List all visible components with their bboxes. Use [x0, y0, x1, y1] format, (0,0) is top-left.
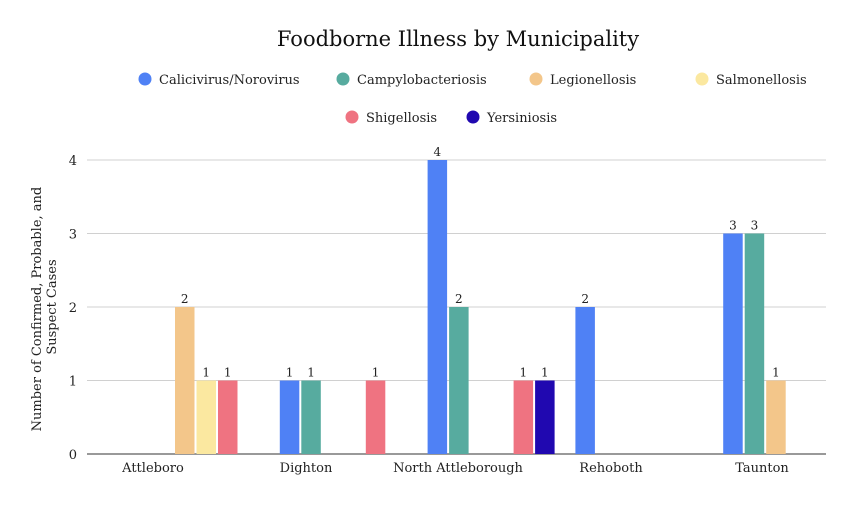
data-label-dighton-calicivirus-norovirus: 1	[286, 366, 294, 380]
bar-dighton-calicivirus-norovirus	[279, 380, 300, 454]
bars	[175, 160, 786, 454]
data-label-attleboro-legionellosis: 2	[181, 292, 189, 306]
bar-north-attleborough-campylobacteriosis	[449, 307, 469, 454]
y-axis-title: Number of Confirmed, Probable, and Suspe…	[30, 183, 60, 432]
legend-label-legionellosis: Legionellosis	[550, 73, 636, 88]
bar-attleboro-salmonellosis	[196, 380, 216, 454]
legend-marker-salmonellosis	[695, 72, 709, 86]
y-axis-title-line-1: Number of Confirmed, Probable, and	[30, 187, 45, 432]
x-tick-label-dighton: Dighton	[280, 461, 333, 476]
data-label-dighton-campylobacteriosis: 1	[307, 366, 315, 380]
legend-label-campylobacteriosis: Campylobacteriosis	[357, 73, 487, 88]
legend-label-calicivirus-norovirus: Calicivirus/Norovirus	[159, 73, 300, 88]
bar-north-attleborough-calicivirus-norovirus	[427, 160, 448, 454]
x-tick-label-attleboro: Attleboro	[121, 461, 184, 476]
bar-attleboro-legionellosis	[175, 307, 195, 454]
bar-taunton-legionellosis	[766, 380, 786, 454]
data-label-north-attleborough-shigellosis: 1	[520, 366, 528, 380]
data-label-taunton-calicivirus-norovirus: 3	[729, 219, 737, 233]
bar-attleboro-shigellosis	[218, 380, 238, 454]
x-tick-label-north-attleborough: North Attleborough	[393, 461, 523, 476]
legend-label-shigellosis: Shigellosis	[366, 111, 437, 126]
bar-north-attleborough-shigellosis	[513, 380, 534, 454]
bar-north-attleborough-yersiniosis	[535, 380, 555, 454]
legend-label-yersiniosis: Yersiniosis	[486, 111, 557, 126]
data-label-north-attleborough-campylobacteriosis: 2	[455, 292, 463, 306]
legend-marker-yersiniosis	[466, 110, 480, 124]
bar-dighton-shigellosis	[365, 380, 386, 454]
data-label-attleboro-salmonellosis: 1	[202, 366, 210, 380]
data-label-rehoboth-calicivirus-norovirus: 2	[581, 292, 589, 306]
y-tick-label-3: 3	[69, 228, 77, 243]
legend: Calicivirus/Norovirus Campylobacteriosis L…	[138, 72, 807, 126]
y-tick-label-1: 1	[69, 375, 77, 390]
data-label-taunton-legionellosis: 1	[772, 366, 780, 380]
y-tick-label-2: 2	[69, 301, 77, 316]
legend-label-salmonellosis: Salmonellosis	[716, 73, 807, 88]
x-tick-label-rehoboth: Rehoboth	[579, 461, 643, 476]
data-label-north-attleborough-calicivirus-norovirus: 4	[434, 145, 442, 159]
legend-marker-calicivirus-norovirus	[138, 72, 152, 86]
y-tick-label-0: 0	[69, 448, 77, 463]
legend-marker-legionellosis	[529, 72, 543, 86]
bar-rehoboth-calicivirus-norovirus	[575, 307, 595, 454]
bar-taunton-calicivirus-norovirus	[723, 233, 743, 454]
data-label-dighton-shigellosis: 1	[372, 366, 380, 380]
legend-marker-shigellosis	[345, 110, 359, 124]
legend-marker-campylobacteriosis	[336, 72, 350, 86]
x-tick-label-taunton: Taunton	[735, 461, 789, 476]
y-tick-label-4: 4	[69, 154, 77, 169]
y-axis-ticks: 0 1 2 3 4	[69, 154, 77, 463]
bar-taunton-campylobacteriosis	[744, 233, 765, 454]
y-axis-title-line-2: Suspect Cases	[45, 259, 60, 354]
data-label-taunton-campylobacteriosis: 3	[751, 219, 759, 233]
data-label-attleboro-shigellosis: 1	[224, 366, 232, 380]
bar-dighton-campylobacteriosis	[301, 380, 321, 454]
data-label-north-attleborough-yersiniosis: 1	[541, 366, 549, 380]
x-axis-ticks: Attleboro Dighton North Attleborough Rehobo…	[121, 461, 789, 476]
chart-title: Foodborne Illness by Municipality	[277, 27, 639, 51]
